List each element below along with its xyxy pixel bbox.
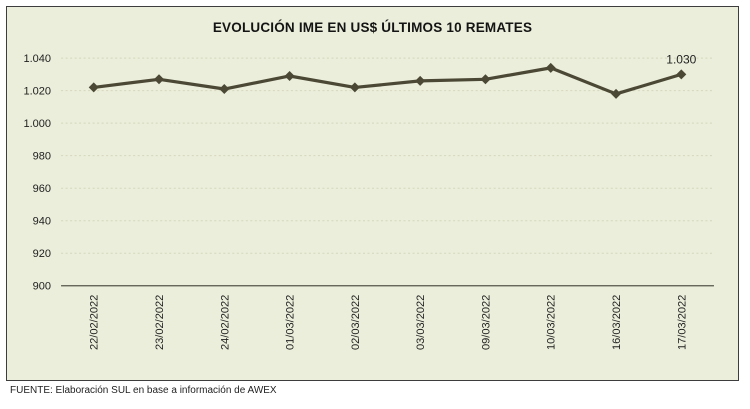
y-axis-tick-label: 960 — [33, 183, 51, 195]
line-series — [92, 66, 683, 96]
data-point-marker — [480, 74, 491, 85]
y-axis-tick-label: 920 — [33, 248, 51, 260]
x-axis-tick-label: 16/03/2022 — [611, 295, 623, 350]
y-axis-tick-label: 1.040 — [24, 53, 52, 65]
chart-title: EVOLUCIÓN IME EN US$ ÚLTIMOS 10 REMATES — [212, 20, 533, 35]
x-axis-tick-label: 01/03/2022 — [285, 295, 297, 350]
y-axis-tick-label: 1.020 — [24, 86, 52, 98]
y-axis-tick-label: 940 — [33, 216, 51, 228]
plot-area: 900 920 940 960 980 1.000 1.020 1.040 22/02/2022… — [24, 52, 714, 350]
x-axis-tick-label: 17/03/2022 — [676, 295, 688, 350]
data-point-marker — [88, 82, 99, 93]
data-point-marker — [545, 62, 556, 73]
x-axis-tick-label: 22/02/2022 — [89, 295, 101, 350]
source-note: FUENTE: Elaboración SUL en base a inform… — [10, 385, 277, 396]
data-point-marker — [415, 75, 426, 86]
x-axis-tick-label: 23/02/2022 — [154, 295, 166, 350]
data-point-marker — [219, 84, 230, 95]
data-point-marker — [676, 69, 687, 80]
y-axis-tick-label: 1.000 — [24, 118, 52, 130]
x-axis-tick-label: 24/02/2022 — [219, 295, 231, 350]
x-axis-tick-label: 02/03/2022 — [350, 295, 362, 350]
x-axis-tick-label: 10/03/2022 — [546, 295, 558, 350]
chart-box: EVOLUCIÓN IME EN US$ ÚLTIMOS 10 REMATES … — [6, 6, 739, 381]
x-axis-tick-label: 03/03/2022 — [415, 295, 427, 350]
y-axis-tick-label: 900 — [33, 281, 51, 293]
last-point-data-label: 1.030 — [666, 52, 696, 66]
data-point-marker — [284, 71, 295, 82]
data-point-marker — [154, 74, 165, 85]
data-point-marker — [349, 82, 360, 93]
x-axis-tick-label: 09/03/2022 — [480, 295, 492, 350]
y-axis-tick-label: 980 — [33, 151, 51, 163]
